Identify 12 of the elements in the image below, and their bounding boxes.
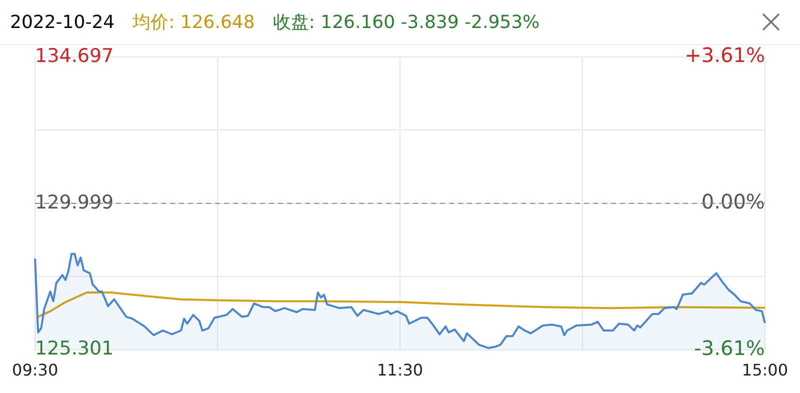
y2-tick-label: +3.61% — [684, 43, 765, 68]
y-tick-label: 129.999 — [35, 191, 114, 214]
chart-title: 2022-10-24 — [10, 12, 115, 32]
x-tick-label: 09:30 — [12, 360, 58, 380]
text: 收盘: 126.160 -3.839 -2.953% — [272, 11, 540, 34]
y2-tick-label: 0.00% — [701, 190, 765, 214]
x-tick-label: 11:30 — [376, 360, 424, 380]
text: 均价: 126.648 — [132, 11, 255, 34]
x-tick-label: 15:00 — [742, 360, 788, 380]
y-tick-label: 125.301 — [35, 338, 114, 360]
y2-tick-label: -3.61% — [694, 336, 765, 360]
y-tick-label: 134.697 — [35, 44, 114, 67]
